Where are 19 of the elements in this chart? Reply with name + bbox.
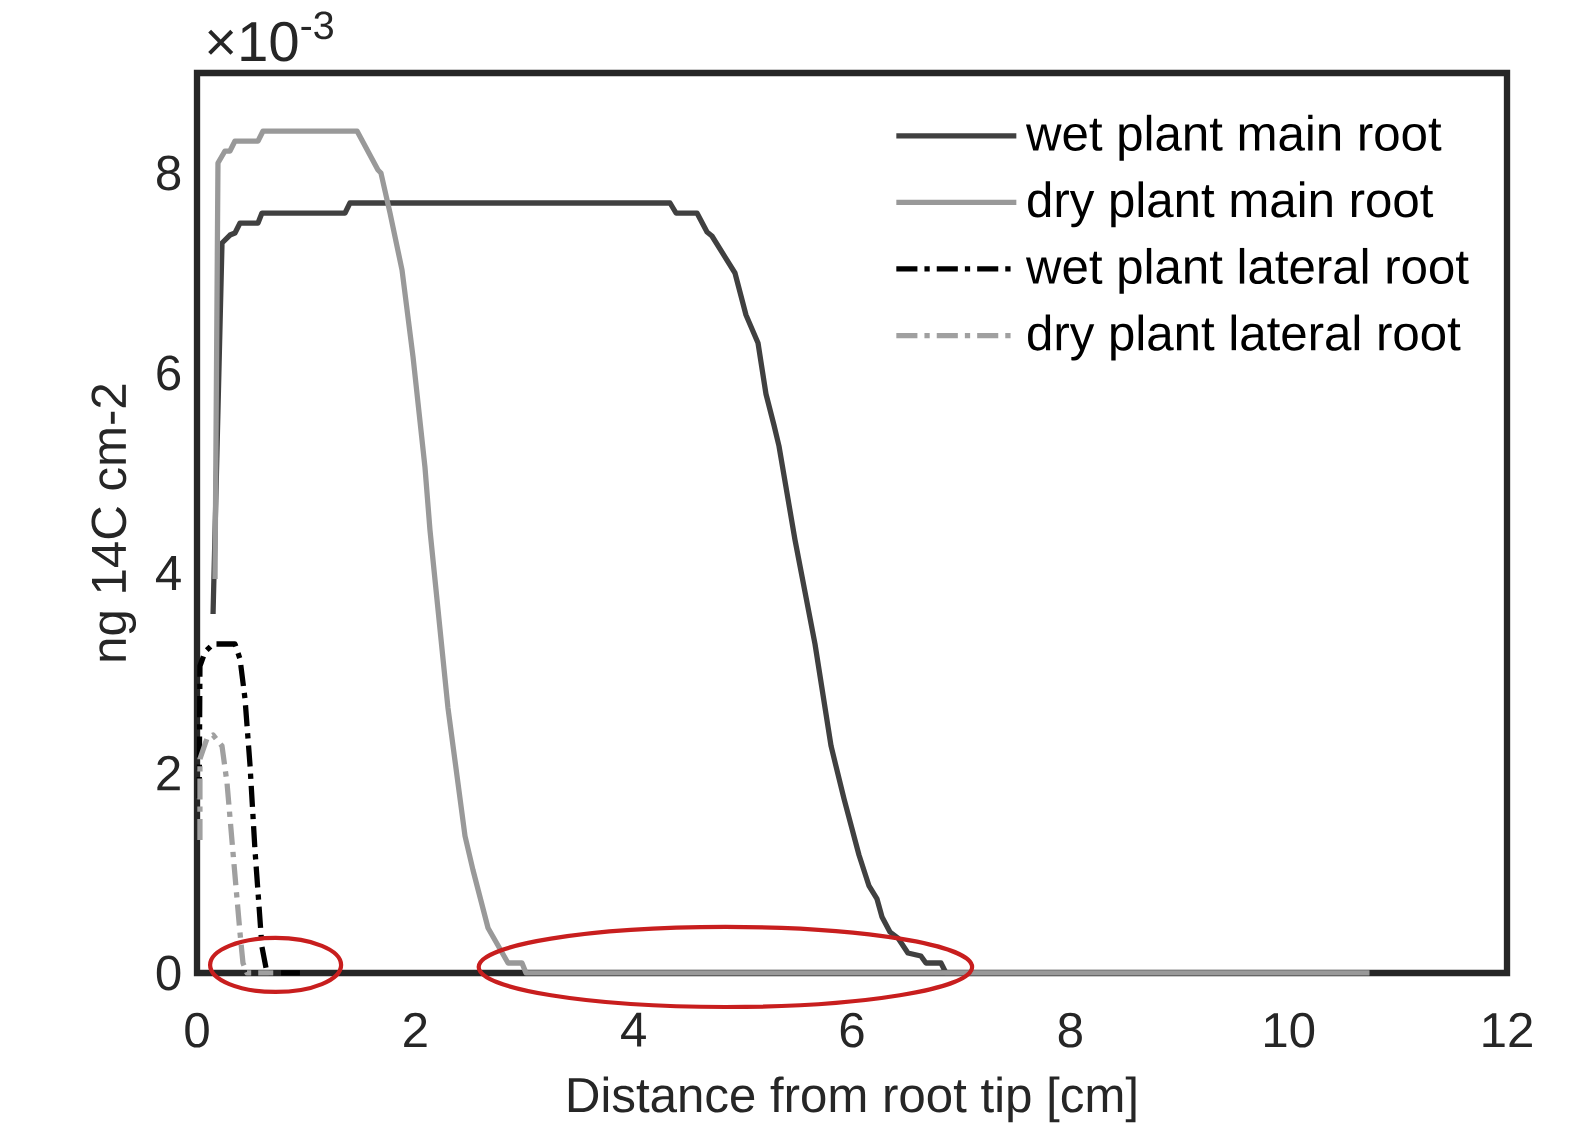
y-tick-label: 0 <box>156 955 181 991</box>
text: ×10$^{-3}$ <box>208 11 333 62</box>
y-tick-label: 8 <box>157 155 181 191</box>
legend-label: wet plant main root <box>1025 114 1442 161</box>
x-tick-label: 0 <box>185 1012 209 1048</box>
x-tick-label: 10 <box>1265 1012 1315 1048</box>
y-tick-label: 2 <box>157 755 180 791</box>
y-axis-title: ng 14C cm-2 <box>91 384 137 661</box>
legend-label: wet plant lateral root <box>1025 247 1469 294</box>
x-tick-label: 4 <box>621 1012 646 1047</box>
x-axis-title: Distance from root tip [cm] <box>568 1076 1136 1123</box>
x-tick-label: 8 <box>1058 1012 1082 1048</box>
x-tick-label: 2 <box>404 1012 427 1048</box>
y-tick-label: 4 <box>155 556 181 590</box>
legend-label: dry plant lateral root <box>1028 314 1461 361</box>
y-tick-label: 6 <box>157 355 181 391</box>
x-tick-label: 12 <box>1483 1012 1532 1048</box>
x-tick-label: 6 <box>840 1012 864 1048</box>
legend-label: dry plant main root <box>1028 181 1434 228</box>
